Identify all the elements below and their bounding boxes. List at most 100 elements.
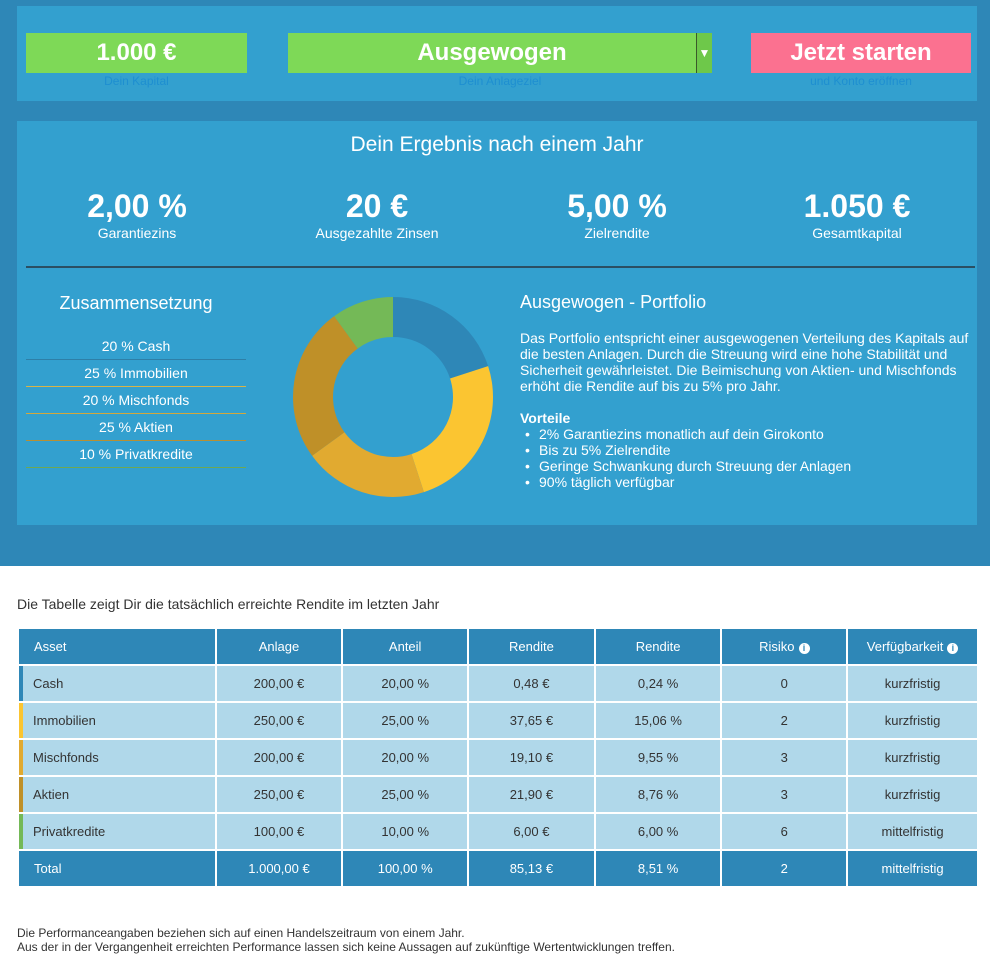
cell-anlage: 250,00 € — [214, 775, 344, 814]
cell-verfuegbarkeit: mittelfristig — [846, 812, 979, 851]
advantage-item: Geringe Schwankung durch Streuung der An… — [520, 458, 972, 474]
cell-anlage: 200,00 € — [214, 738, 344, 777]
advantages-title: Vorteile — [520, 410, 571, 426]
start-button-label: Jetzt starten — [790, 39, 932, 66]
cell-rendite-abs: 85,13 € — [467, 849, 596, 888]
cell-anteil: 25,00 % — [341, 775, 470, 814]
header-rendite-pct[interactable]: Rendite — [593, 627, 723, 666]
stat-ausgezahlte-zinsen: 20 € Ausgezahlte Zinsen — [257, 187, 497, 241]
cell-rendite-pct: 15,06 % — [593, 701, 723, 740]
header-anlage[interactable]: Anlage — [214, 627, 344, 666]
asset-color-stripe — [19, 740, 23, 775]
footnote: Die Performanceangaben beziehen sich auf… — [17, 926, 675, 954]
cell-rendite-pct: 9,55 % — [593, 738, 723, 777]
cell-verfuegbarkeit: kurzfristig — [846, 775, 979, 814]
asset-name: Immobilien — [33, 713, 96, 728]
asset-name: Aktien — [33, 787, 70, 802]
header-risiko[interactable]: Risiko i — [720, 627, 849, 666]
asset-color-stripe — [19, 777, 23, 812]
composition-item: 10 % Privatkredite — [26, 441, 246, 468]
asset-name: Privatkredite — [33, 824, 106, 839]
cell-risiko: 0 — [720, 664, 849, 703]
composition-list: 20 % Cash 25 % Immobilien 20 % Mischfond… — [26, 333, 246, 468]
advantage-item: 90% täglich verfügbar — [520, 474, 972, 490]
donut-slice-privatkredite — [334, 297, 393, 349]
donut-slice-mischfonds — [312, 432, 424, 497]
cell-anlage: 200,00 € — [214, 664, 344, 703]
cell-anlage: 100,00 € — [214, 812, 344, 851]
stat-gesamtkapital: 1.050 € Gesamtkapital — [737, 187, 977, 241]
footnote-line: Aus der in der Vergangenheit erreichten … — [17, 940, 675, 954]
cell-anlage: 1.000,00 € — [214, 849, 344, 888]
chevron-down-icon[interactable]: ▼ — [696, 33, 712, 73]
asset-color-stripe — [19, 703, 23, 738]
capital-input[interactable]: 1.000 € — [26, 33, 247, 73]
table-header-row: Asset Anlage Anteil Rendite Rendite Risi… — [17, 627, 979, 666]
stat-label: Zielrendite — [584, 225, 650, 241]
header-anteil[interactable]: Anteil — [341, 627, 470, 666]
cell-rendite-abs: 19,10 € — [467, 738, 596, 777]
header-asset[interactable]: Asset — [17, 627, 217, 666]
goal-select[interactable]: Ausgewogen ▼ — [288, 33, 712, 73]
footnote-line: Die Performanceangaben beziehen sich auf… — [17, 926, 465, 940]
advantage-item: 2% Garantiezins monatlich auf dein Girok… — [520, 426, 972, 442]
table-row: Aktien 250,00 €25,00 % 21,90 €8,76 % 3 kurzf… — [17, 775, 979, 814]
cell-asset: Mischfonds — [17, 738, 217, 777]
cell-asset: Cash — [17, 664, 217, 703]
stat-label: Gesamtkapital — [812, 225, 902, 241]
asset-color-stripe — [19, 666, 23, 701]
header-risiko-label: Risiko — [759, 639, 795, 654]
result-title: Dein Ergebnis nach einem Jahr — [350, 133, 644, 156]
composition-item: 20 % Mischfonds — [26, 387, 246, 414]
cell-rendite-pct: 0,24 % — [593, 664, 723, 703]
table-row: Immobilien 250,00 €25,00 % 37,65 €15,06 % 2… — [17, 701, 979, 740]
donut-slice-cash — [393, 297, 489, 379]
cell-anteil: 10,00 % — [341, 812, 470, 851]
cell-risiko: 2 — [720, 701, 849, 740]
asset-name: Mischfonds — [33, 750, 99, 765]
asset-color-stripe — [19, 814, 23, 849]
controls-panel: 1.000 € Dein Kapital Ausgewogen ▼ Dein A… — [17, 6, 977, 101]
cell-verfuegbarkeit: mittelfristig — [846, 849, 979, 888]
returns-table: Asset Anlage Anteil Rendite Rendite Risi… — [17, 627, 979, 888]
advantages-list: 2% Garantiezins monatlich auf dein Girok… — [520, 426, 972, 490]
stat-label: Ausgezahlte Zinsen — [315, 225, 439, 241]
cell-anlage: 250,00 € — [214, 701, 344, 740]
divider — [26, 266, 975, 268]
start-button[interactable]: Jetzt starten — [751, 33, 971, 73]
cell-verfuegbarkeit: kurzfristig — [846, 738, 979, 777]
portfolio-description: Das Portfolio entspricht einer ausgewoge… — [520, 330, 969, 394]
composition-title: Zusammensetzung — [59, 293, 213, 313]
asset-name: Cash — [33, 676, 64, 691]
cell-asset: Total — [17, 849, 217, 888]
goal-value: Ausgewogen — [417, 39, 567, 66]
calculator-band: 1.000 € Dein Kapital Ausgewogen ▼ Dein A… — [0, 0, 990, 566]
info-icon[interactable]: i — [947, 643, 959, 654]
cell-verfuegbarkeit: kurzfristig — [846, 701, 979, 740]
composition-item: 25 % Immobilien — [26, 360, 246, 387]
cell-rendite-abs: 21,90 € — [467, 775, 596, 814]
cell-rendite-pct: 6,00 % — [593, 812, 723, 851]
goal-hint: Dein Anlageziel — [458, 74, 542, 88]
cell-rendite-pct: 8,51 % — [593, 849, 723, 888]
cell-anteil: 100,00 % — [341, 849, 470, 888]
stat-value: 5,00 % — [567, 188, 667, 224]
cell-rendite-abs: 6,00 € — [467, 812, 596, 851]
header-rendite-abs[interactable]: Rendite — [467, 627, 596, 666]
table-row: Mischfonds 200,00 €20,00 % 19,10 €9,55 % 3 k… — [17, 738, 979, 777]
stat-value: 20 € — [345, 188, 409, 224]
cell-rendite-abs: 37,65 € — [467, 701, 596, 740]
composition-donut-chart — [293, 297, 493, 497]
cell-risiko: 3 — [720, 775, 849, 814]
cell-verfuegbarkeit: kurzfristig — [846, 664, 979, 703]
cell-asset: Immobilien — [17, 701, 217, 740]
portfolio-title: Ausgewogen - Portfolio — [520, 292, 707, 312]
capital-hint: Dein Kapital — [104, 74, 169, 88]
cell-anteil: 25,00 % — [341, 701, 470, 740]
stat-zielrendite: 5,00 % Zielrendite — [497, 187, 737, 241]
header-verfuegbarkeit[interactable]: Verfügbarkeit i — [846, 627, 979, 666]
table-caption: Die Tabelle zeigt Dir die tatsächlich er… — [17, 596, 440, 612]
info-icon[interactable]: i — [798, 643, 810, 654]
donut-slice-aktien — [293, 316, 358, 456]
result-panel: Dein Ergebnis nach einem Jahr 2,00 % Gar… — [17, 121, 977, 525]
